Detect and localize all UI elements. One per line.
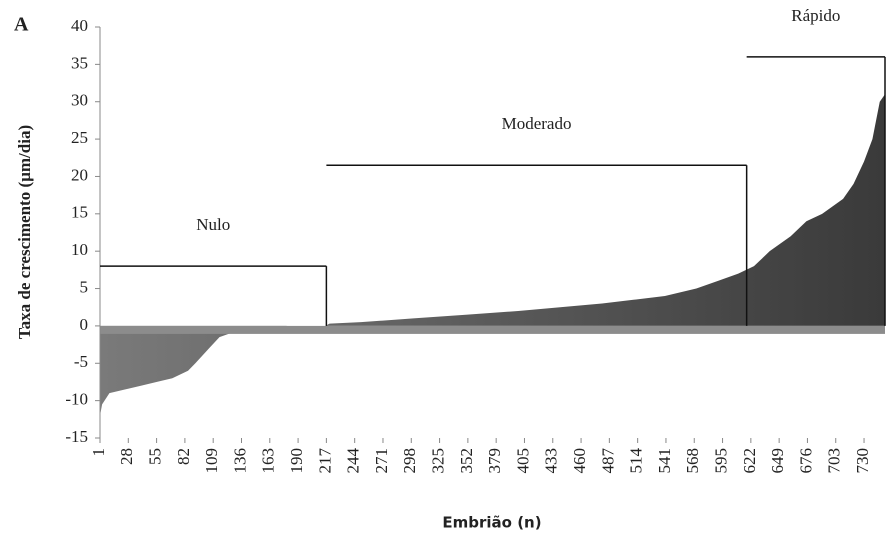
x-tick-label: 82 bbox=[174, 448, 193, 465]
y-tick-label: 25 bbox=[71, 128, 88, 147]
x-tick-label: 487 bbox=[598, 448, 617, 474]
y-tick-label: -15 bbox=[65, 427, 88, 446]
x-tick-label: 568 bbox=[683, 448, 702, 474]
x-tick-label: 271 bbox=[372, 448, 391, 474]
x-tick-label: 514 bbox=[627, 448, 646, 474]
x-tick-label: 55 bbox=[146, 448, 165, 465]
y-tick-label: -5 bbox=[74, 352, 88, 371]
y-tick-label: -10 bbox=[65, 390, 88, 409]
zero-band bbox=[100, 325, 885, 334]
x-tick-label: 352 bbox=[457, 448, 476, 474]
x-tick-label: 541 bbox=[655, 448, 674, 474]
x-axis-label: Embrião (n) bbox=[442, 514, 541, 532]
x-tick-label: 703 bbox=[825, 448, 844, 474]
y-axis-label: Taxa de crescimento (µm/dia) bbox=[15, 125, 34, 339]
y-tick-label: 35 bbox=[71, 53, 88, 72]
y-tick-label: 0 bbox=[80, 315, 89, 334]
x-tick-label: 730 bbox=[853, 448, 872, 474]
x-tick-label: 460 bbox=[570, 448, 589, 474]
x-tick-label: 217 bbox=[315, 448, 334, 474]
x-tick-label: 595 bbox=[711, 448, 730, 474]
panel-label: A bbox=[14, 14, 29, 36]
x-tick-label: 649 bbox=[768, 448, 787, 474]
x-tick-label: 244 bbox=[344, 448, 363, 474]
bracket-label: Moderado bbox=[502, 114, 572, 133]
bracket-label: Nulo bbox=[196, 215, 230, 234]
x-tick-label: 676 bbox=[796, 448, 815, 474]
bracket-label: Rápido bbox=[791, 6, 840, 25]
x-tick-label: 298 bbox=[400, 448, 419, 474]
x-tick-label: 136 bbox=[230, 448, 249, 474]
y-tick-label: 15 bbox=[71, 203, 88, 222]
x-tick-label: 1 bbox=[89, 448, 108, 457]
x-tick-label: 163 bbox=[259, 448, 278, 474]
x-tick-label: 190 bbox=[287, 448, 306, 474]
y-tick-label: 30 bbox=[71, 91, 88, 110]
x-tick-label: 433 bbox=[542, 448, 561, 474]
y-tick-label: 10 bbox=[71, 240, 88, 259]
x-tick-label: 379 bbox=[485, 448, 504, 474]
x-tick-label: 622 bbox=[740, 448, 759, 474]
x-tick-label: 405 bbox=[513, 448, 532, 474]
y-tick-label: 40 bbox=[71, 16, 88, 35]
y-tick-label: 5 bbox=[80, 277, 89, 296]
area bbox=[100, 94, 885, 416]
x-tick-label: 325 bbox=[428, 448, 447, 474]
y-tick-label: 20 bbox=[71, 165, 88, 184]
x-tick-label: 28 bbox=[117, 448, 136, 465]
x-tick-label: 109 bbox=[202, 448, 221, 474]
